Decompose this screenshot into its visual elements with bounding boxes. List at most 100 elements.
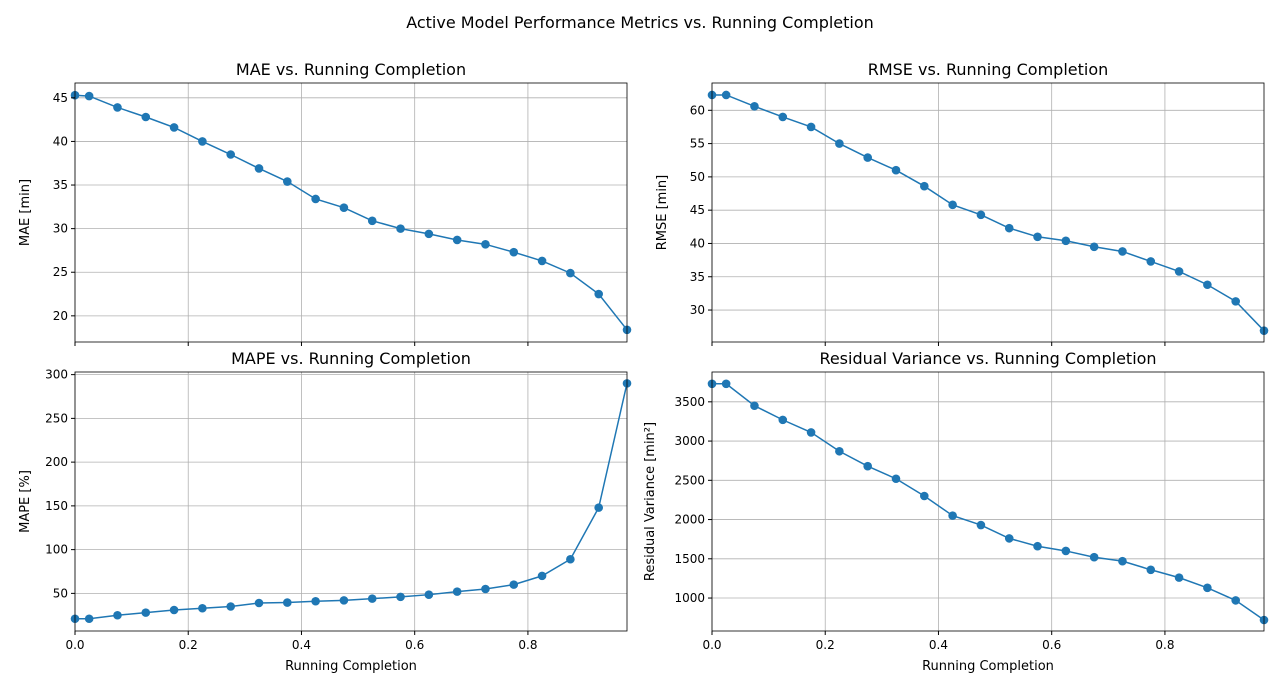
y-tick-label: 3500	[674, 395, 705, 409]
data-point	[113, 103, 122, 112]
data-point	[339, 203, 349, 213]
chart-title: MAE vs. Running Completion	[236, 60, 466, 79]
data-point	[1203, 280, 1212, 290]
data-point	[566, 554, 575, 564]
data-point	[84, 614, 94, 624]
y-tick-label: 1500	[674, 552, 705, 566]
y-tick-label: 100	[45, 543, 68, 557]
data-point	[509, 580, 519, 589]
y-tick-label: 60	[690, 103, 705, 117]
data-point	[481, 240, 490, 249]
data-point	[84, 91, 94, 101]
data-point	[283, 177, 292, 186]
axes-frame	[711, 82, 1265, 343]
y-tick-label: 45	[53, 91, 68, 105]
data-point	[948, 200, 957, 210]
y-tick-label: 45	[690, 203, 705, 217]
x-tick-label: 0.4	[292, 638, 311, 652]
data-point	[891, 165, 901, 175]
data-point	[169, 605, 179, 615]
data-point	[509, 247, 519, 257]
data-point	[976, 520, 986, 530]
data-point	[920, 491, 929, 501]
x-tick-label: 0.2	[179, 638, 198, 652]
data-point	[750, 401, 759, 411]
data-point	[566, 268, 575, 278]
data-point	[778, 112, 788, 122]
chart-panel-2: 0.0 0.2 0.4 0.6 0.8 50 100 150 200 250 300 MAPE vs.…	[18, 349, 632, 674]
y-axis-label: RMSE [min]	[655, 175, 670, 251]
data-point	[594, 289, 603, 299]
x-tick-label: 0.0	[65, 638, 84, 652]
data-point	[1004, 223, 1014, 233]
y-axis-label: MAE [min]	[18, 179, 33, 246]
data-point	[226, 150, 235, 159]
y-tick-label: 250	[45, 411, 68, 425]
chart-panel-0: 20 25 30 35 40 45 MAE vs. Running Completion MA…	[18, 60, 632, 346]
y-tick-label: 35	[690, 270, 705, 284]
data-point	[226, 602, 235, 611]
figure-title: Active Model Performance Metrics vs. Run…	[406, 13, 874, 32]
data-point	[283, 598, 292, 607]
data-point	[1231, 297, 1240, 306]
y-tick-label: 35	[53, 178, 68, 192]
data-point	[141, 112, 151, 122]
data-point	[537, 571, 547, 581]
data-point	[1146, 565, 1156, 575]
data-point	[169, 123, 179, 132]
data-point	[721, 90, 731, 100]
y-tick-label: 25	[53, 265, 68, 279]
data-point	[396, 224, 405, 233]
data-point	[948, 511, 957, 520]
x-axis-label: Running Completion	[285, 659, 417, 674]
data-point	[1089, 552, 1099, 562]
chart-title: RMSE vs. Running Completion	[868, 60, 1109, 79]
y-axis-label: Residual Variance [min²]	[643, 422, 658, 581]
data-point	[1231, 596, 1240, 605]
axes-frame	[711, 371, 1265, 632]
y-tick-label: 30	[53, 222, 68, 236]
data-point	[806, 122, 816, 132]
data-point	[311, 596, 320, 606]
x-tick-label: 0.0	[702, 638, 721, 652]
chart-panel-1: 30 35 40 45 50 55 60 RMSE vs. Running Completio…	[655, 60, 1269, 346]
data-point	[863, 461, 872, 471]
data-point	[835, 139, 844, 148]
data-point	[537, 256, 547, 266]
data-point	[721, 379, 731, 389]
data-point	[1146, 257, 1156, 266]
y-tick-label: 3000	[674, 434, 705, 448]
data-point	[920, 181, 929, 191]
x-tick-label: 0.6	[405, 638, 424, 652]
data-point	[198, 137, 207, 146]
y-tick-label: 150	[45, 499, 68, 513]
data-point	[976, 210, 986, 220]
data-point	[367, 216, 377, 226]
data-point	[452, 235, 462, 245]
data-point	[750, 102, 759, 111]
data-point	[1118, 556, 1127, 566]
axes-frame	[74, 82, 628, 343]
data-point	[367, 594, 377, 603]
x-tick-label: 0.8	[1155, 638, 1174, 652]
data-point	[481, 584, 490, 594]
axes-frame	[74, 371, 628, 632]
data-point	[1033, 232, 1042, 242]
data-point	[311, 194, 320, 204]
data-point	[891, 474, 901, 484]
y-tick-label: 50	[690, 170, 705, 184]
y-axis-label: MAPE [%]	[18, 470, 33, 533]
data-point	[1118, 247, 1127, 256]
y-tick-label: 2500	[674, 473, 705, 487]
y-tick-label: 50	[53, 586, 68, 600]
chart-title: Residual Variance vs. Running Completion	[819, 349, 1156, 368]
y-tick-label: 55	[690, 137, 705, 151]
data-point	[1089, 242, 1099, 252]
data-point	[1004, 534, 1014, 543]
y-tick-label: 40	[690, 236, 705, 250]
x-tick-label: 0.2	[816, 638, 835, 652]
data-point	[254, 164, 264, 173]
data-point	[396, 592, 405, 602]
data-point	[452, 587, 462, 596]
